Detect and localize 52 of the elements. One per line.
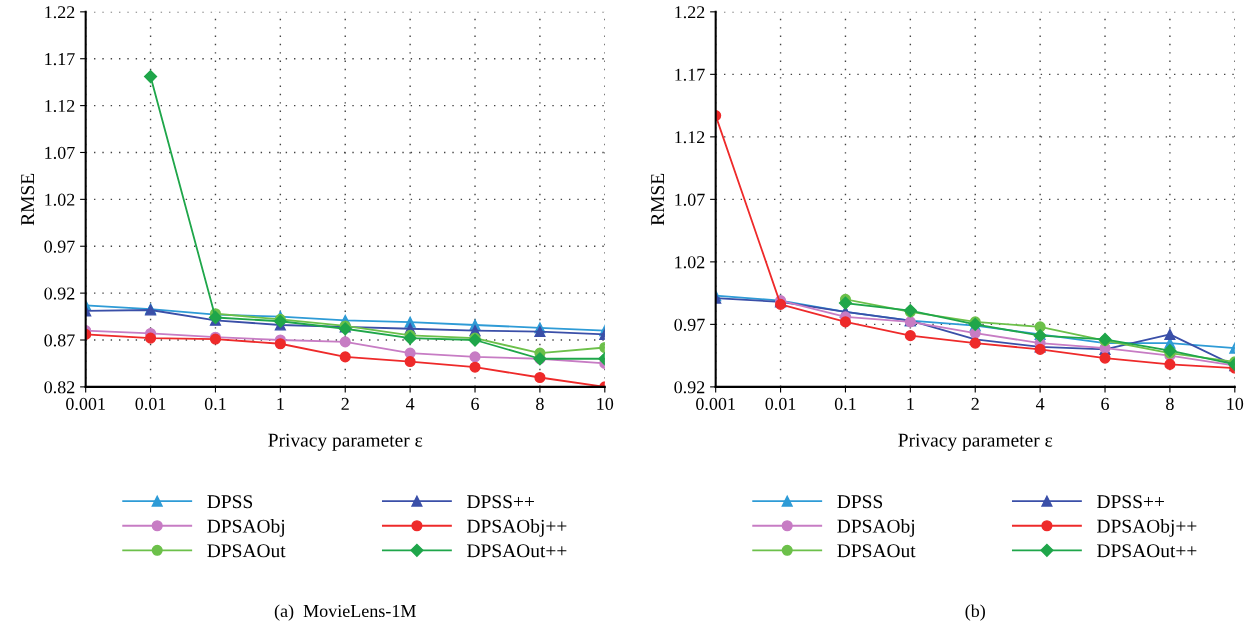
x-tick-label: 1 [277,397,284,410]
x-tick-label: 8 [536,397,544,411]
x-tick-label: 8 [1166,397,1174,411]
text: (b) [965,604,985,621]
x-tick-label: 0.1 [834,397,856,411]
y-tick-label: 0.87 [44,334,75,347]
x-axis-title: Privacy parameter ε [898,433,1053,451]
legend-label: DPSAOut [207,544,286,558]
x-tick-label: 2 [341,397,349,410]
y-tick-label: 0.97 [44,240,75,253]
y-tick-label: 1.22 [45,6,75,19]
x-tick-label: 1 [907,397,914,410]
text: (a) MovieLens-1M [274,604,416,621]
legend-label: DPSAObj++ [467,519,567,537]
x-tick-label: 4 [405,397,415,410]
y-tick-label: 1.22 [675,6,705,19]
legend-label: DPSAObj [837,519,914,537]
x-tick-label: 6 [1101,397,1109,411]
y-axis-title: RMSE [21,173,35,226]
y-tick-label: 1.12 [675,131,705,144]
legend-label: DPSAOut++ [467,544,567,558]
y-tick-label: 1.02 [675,256,705,269]
x-tick-label: 0.01 [765,397,796,411]
legend-label: DPSAOut++ [1097,544,1197,558]
x-tick-label: 2 [971,397,979,410]
x-tick-label: 0.001 [696,397,735,411]
y-tick-label: 0.92 [674,381,705,394]
legend-label: DPSS++ [1097,495,1164,509]
legend-label: DPSAObj++ [1097,519,1197,537]
legend-label: DPSS [207,495,253,509]
x-tick-label: 0.01 [135,397,166,411]
legend-label: DPSS++ [467,495,534,509]
y-tick-label: 1.02 [45,193,75,206]
legend-label: DPSAOut [837,544,916,558]
legend-label: DPSAObj [207,519,284,537]
y-tick-label: 1.07 [675,193,705,206]
x-tick-label: 4 [1035,397,1045,410]
y-tick-label: 0.82 [44,381,75,394]
x-tick-label: 10 [1227,397,1244,411]
y-axis-title: RMSE [651,173,665,226]
x-tick-label: 0.1 [204,397,226,411]
x-tick-label: 10 [597,397,614,411]
x-tick-label: 6 [471,397,479,411]
y-tick-label: 1.17 [675,68,705,81]
y-tick-label: 1.17 [45,53,75,66]
y-tick-label: 1.07 [45,146,75,159]
x-tick-label: 0.001 [66,397,105,411]
y-tick-label: 1.12 [45,99,75,113]
y-tick-label: 0.97 [674,318,705,331]
x-axis-title: Privacy parameter ε [268,433,423,451]
y-tick-label: 0.92 [44,287,75,300]
legend-label: DPSS [837,495,883,509]
